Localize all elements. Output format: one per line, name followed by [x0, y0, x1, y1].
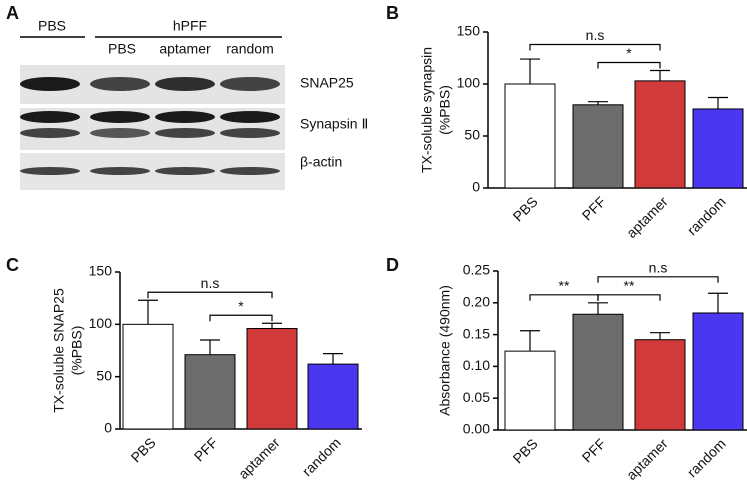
lane-label: PBS: [108, 41, 136, 57]
sig-label: **: [624, 278, 635, 294]
band-label: SNAP25: [300, 75, 354, 91]
blot-band: [90, 128, 150, 138]
y-tick-label: 50: [96, 367, 112, 383]
bar: [504, 350, 556, 431]
sig-label: **: [559, 278, 570, 294]
y-tick-label: 0: [104, 420, 112, 436]
bar: [184, 354, 236, 430]
y-axis-label: TX-soluble SNAP25: [51, 288, 67, 413]
x-tick-label: PBS: [128, 434, 159, 465]
y-tick-label: 100: [89, 315, 113, 331]
x-tick-label: PFF: [191, 434, 221, 464]
sig-bracket: [147, 291, 273, 299]
bar: [692, 108, 744, 189]
blot-band: [220, 77, 280, 91]
x-tick-label: aptamer: [623, 435, 671, 483]
bar: [504, 83, 556, 189]
y-tick-label: 150: [457, 23, 481, 39]
x-tick-label: PFF: [579, 193, 609, 223]
x-tick-label: random: [684, 435, 729, 480]
bar: [634, 339, 686, 431]
sig-bracket: [597, 61, 661, 69]
x-tick-label: aptamer: [235, 434, 283, 482]
sig-label: n.s: [649, 260, 668, 276]
bar: [307, 363, 359, 430]
blot-band: [155, 167, 215, 175]
blot-band: [155, 128, 215, 138]
y-tick-label: 0: [472, 179, 480, 195]
lane-label: aptamer: [159, 41, 211, 57]
sig-label: *: [626, 45, 632, 61]
bar: [634, 80, 686, 189]
bar: [692, 312, 744, 431]
y-axis-label: Absorbance (490nm): [437, 285, 453, 416]
x-tick-label: PFF: [579, 435, 609, 465]
x-tick-label: random: [299, 434, 344, 479]
blot-band: [20, 77, 80, 91]
band-label: β-actin: [300, 154, 342, 170]
y-tick-label: 0.25: [463, 262, 490, 278]
bar: [572, 104, 624, 189]
sig-label: n.s: [201, 275, 220, 291]
y-tick-label: 0.15: [463, 325, 490, 341]
bar: [246, 328, 298, 430]
blot-band: [90, 167, 150, 175]
blot-band: [90, 111, 150, 123]
sig-label: n.s: [586, 27, 605, 43]
y-axis-label: (%PBS): [69, 326, 85, 376]
blot-band: [220, 167, 280, 175]
blot-band: [220, 128, 280, 138]
blot-band: [20, 167, 80, 175]
y-tick-label: 150: [89, 263, 113, 279]
y-tick-label: 0.00: [463, 421, 490, 437]
y-tick-label: 0.05: [463, 389, 490, 405]
sig-bracket: [597, 294, 661, 301]
blot-band: [20, 111, 80, 123]
blot-band: [155, 111, 215, 123]
sig-bracket: [597, 276, 719, 283]
y-tick-label: 50: [464, 127, 480, 143]
panel-label: A: [6, 3, 19, 23]
blot-band: [220, 111, 280, 123]
sig-bracket: [529, 294, 599, 301]
x-tick-label: PBS: [510, 193, 541, 224]
bar: [122, 323, 174, 430]
y-tick-label: 0.20: [463, 294, 490, 310]
sig-bracket: [209, 314, 273, 322]
group-label: hPFF: [173, 18, 207, 34]
blot-band: [155, 77, 215, 91]
panel-label: D: [386, 255, 399, 275]
y-tick-label: 0.10: [463, 357, 490, 373]
x-tick-label: random: [684, 193, 729, 238]
x-tick-label: PBS: [510, 435, 541, 466]
panel-label: B: [386, 3, 399, 23]
x-tick-label: aptamer: [623, 193, 671, 241]
y-axis-label: (%PBS): [437, 85, 453, 135]
band-label: Synapsin Ⅱ: [300, 116, 368, 132]
y-axis-label: TX-soluble synapsin: [419, 47, 435, 173]
lane-label: random: [226, 41, 273, 57]
blot-band: [90, 77, 150, 91]
sig-label: *: [238, 298, 244, 314]
y-tick-label: 100: [457, 75, 481, 91]
panel-label: C: [6, 255, 19, 275]
group-label: PBS: [38, 18, 66, 34]
sig-bracket: [529, 43, 661, 51]
bar: [572, 313, 624, 431]
blot-band: [20, 128, 80, 138]
